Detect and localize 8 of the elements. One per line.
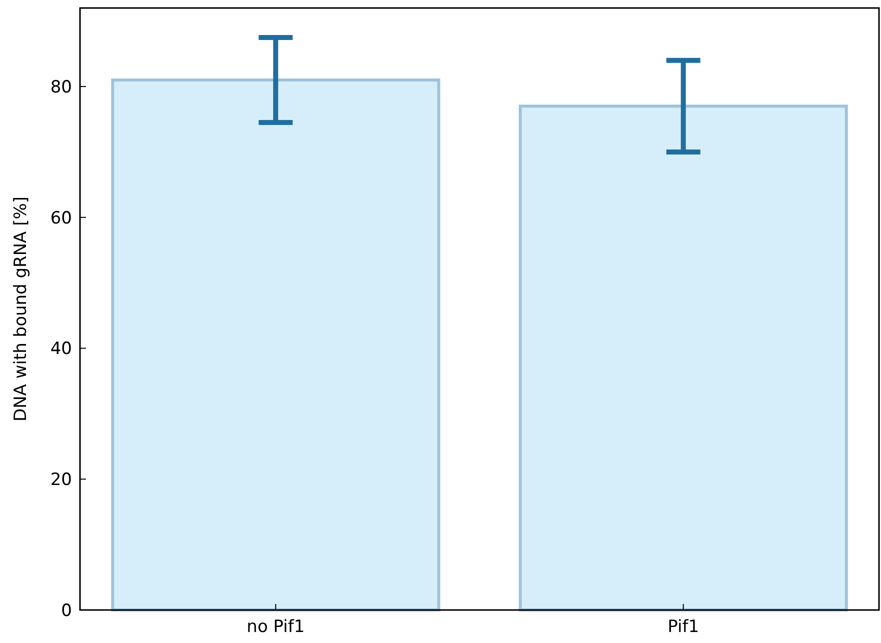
- x-tick-label: Pif1: [668, 617, 700, 637]
- y-tick-label: 20: [50, 470, 72, 490]
- y-tick-label: 80: [50, 77, 72, 98]
- y-axis-title: DNA with bound gRNA [%]: [11, 196, 31, 422]
- y-tick-label: 0: [61, 600, 72, 621]
- x-tick-label: no Pif1: [246, 617, 305, 637]
- y-tick-label: 40: [50, 339, 72, 360]
- y-tick-label: 60: [50, 208, 72, 228]
